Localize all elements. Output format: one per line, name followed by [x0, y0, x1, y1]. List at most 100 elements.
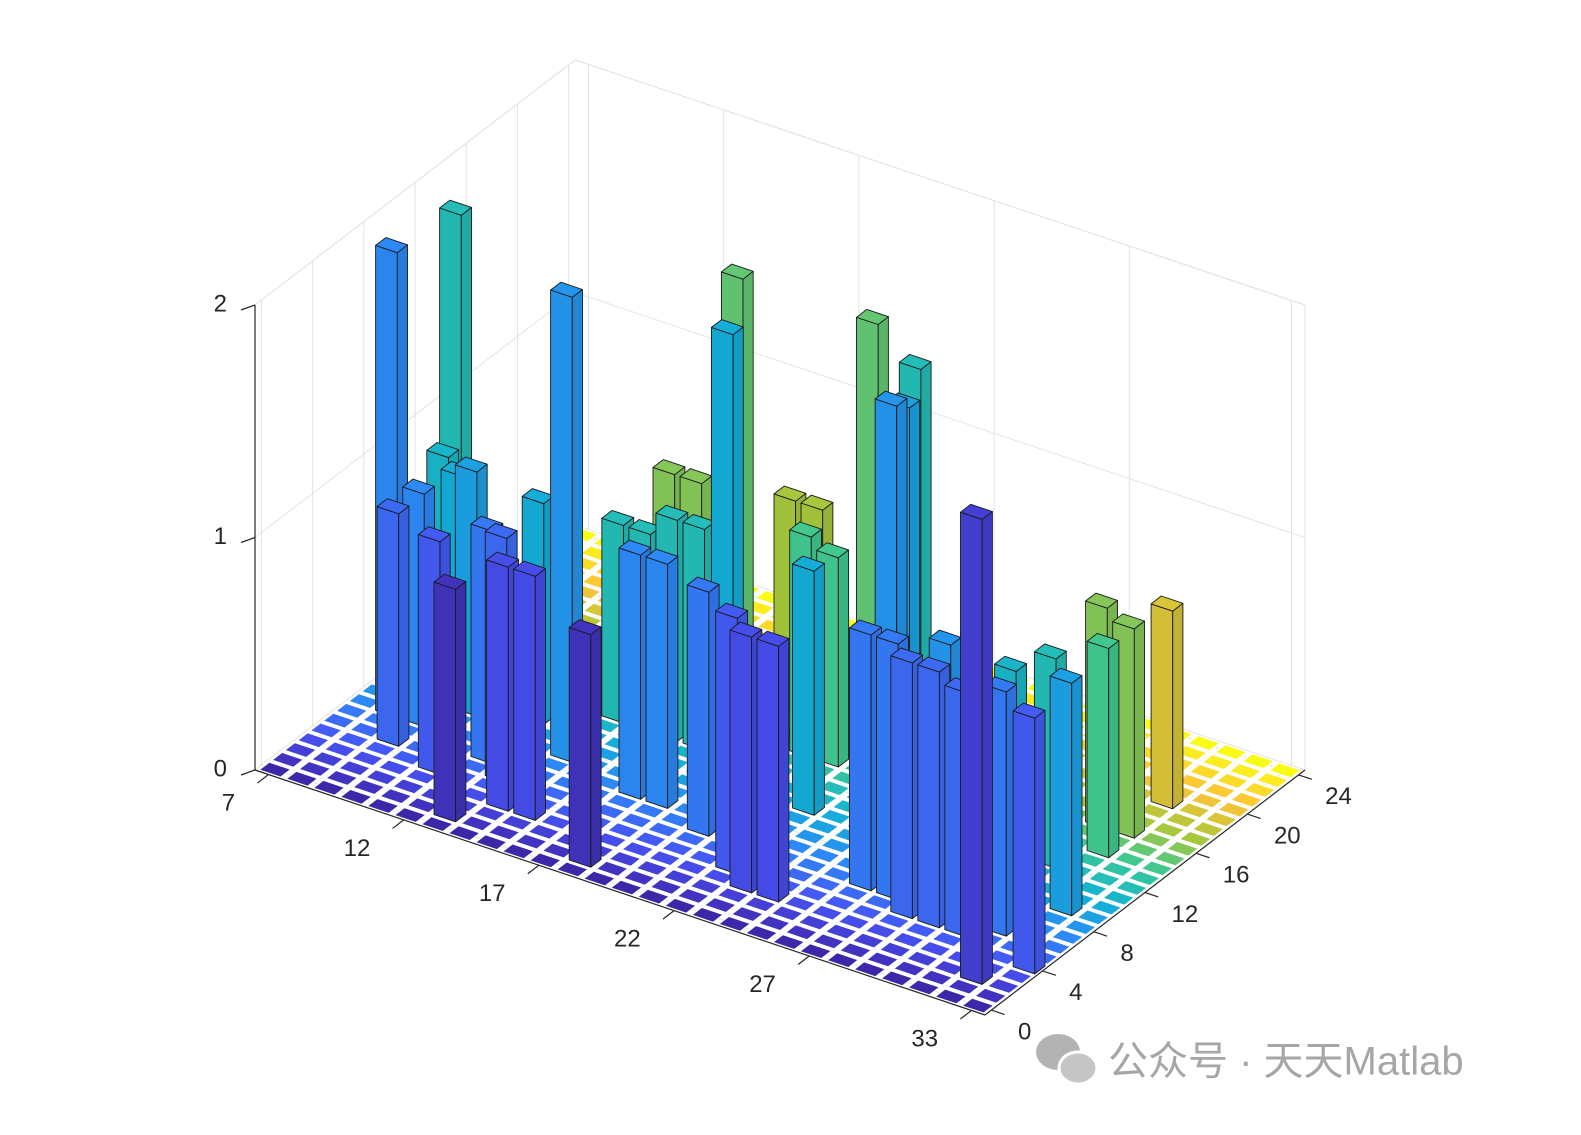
bar — [756, 630, 790, 903]
bar-top — [730, 905, 764, 923]
bar-side — [837, 549, 850, 768]
bar — [772, 933, 806, 951]
bar — [663, 897, 698, 914]
bar — [1268, 762, 1302, 779]
bar — [285, 770, 319, 787]
bar-top — [1050, 928, 1085, 946]
bar — [1176, 773, 1210, 790]
bar-top — [796, 885, 830, 902]
bar-top — [439, 199, 472, 216]
bar — [528, 852, 562, 869]
bar — [836, 884, 870, 902]
bar-top — [836, 884, 870, 902]
bar-side — [1108, 640, 1120, 859]
bar — [339, 788, 373, 806]
bar — [1214, 744, 1248, 761]
bar-top — [898, 353, 932, 370]
bar — [335, 702, 369, 720]
bar-top — [608, 850, 642, 868]
bar — [686, 576, 720, 837]
bar-top — [773, 485, 807, 502]
y-tick — [1042, 970, 1057, 976]
bar-top — [675, 859, 709, 876]
bar-top — [961, 997, 995, 1014]
bar-top — [999, 967, 1033, 985]
bar-top — [853, 961, 887, 978]
bar-top — [797, 914, 831, 931]
bar — [258, 761, 292, 778]
bar-top — [1203, 782, 1237, 799]
bar-top — [1150, 595, 1184, 612]
bar-top — [794, 856, 828, 874]
bar-top — [756, 630, 790, 647]
bar — [770, 905, 804, 922]
bar — [1166, 840, 1200, 857]
bar-front — [568, 626, 592, 868]
bar-top — [1038, 938, 1072, 955]
bar — [1203, 782, 1237, 799]
bar — [500, 814, 534, 831]
bar — [960, 503, 993, 985]
bar-top — [1063, 918, 1097, 936]
bar-top — [311, 750, 345, 768]
x-tick-label: 12 — [344, 835, 371, 862]
bar-top — [1033, 643, 1067, 660]
bar — [877, 912, 911, 930]
bar — [527, 823, 561, 840]
x-tick-label: 7 — [222, 789, 235, 816]
bar — [1242, 781, 1277, 799]
bar-top — [486, 551, 519, 568]
bar-top — [716, 887, 750, 904]
bar — [781, 866, 816, 884]
bar-side — [590, 626, 602, 868]
bar-top — [809, 875, 843, 893]
bar-top — [772, 933, 806, 951]
bar — [582, 870, 616, 887]
bar-top — [1151, 821, 1186, 839]
bar — [379, 787, 413, 805]
bar-top — [838, 942, 873, 959]
bar — [311, 750, 345, 768]
bar — [1241, 753, 1275, 770]
bar-side — [1071, 675, 1083, 917]
bar — [1100, 860, 1134, 878]
bar-top — [609, 879, 643, 896]
bar-side — [1133, 620, 1145, 839]
y-tick — [1144, 891, 1159, 898]
bar — [784, 924, 819, 941]
y-tick-label: 24 — [1325, 783, 1352, 810]
watermark: 公众号 · 天天Matlab — [1108, 1040, 1464, 1084]
bar — [730, 905, 764, 923]
bar — [1140, 860, 1174, 877]
bar-top — [1164, 811, 1198, 829]
bar-top — [934, 988, 968, 1005]
bar-top — [793, 828, 827, 845]
bar-top — [850, 903, 884, 921]
bar — [850, 903, 884, 921]
x-tick — [797, 955, 810, 966]
bar-top — [710, 319, 744, 336]
bar-top — [874, 390, 908, 407]
bar-top — [1127, 869, 1161, 887]
bar-top — [890, 647, 924, 664]
bar-top — [851, 932, 885, 949]
bar-top — [1086, 632, 1120, 649]
bar — [606, 822, 641, 839]
bar — [1187, 734, 1221, 752]
bar-top — [1113, 851, 1147, 868]
bar — [1127, 869, 1161, 887]
bar-top — [393, 806, 427, 824]
bar — [365, 769, 399, 786]
bar-front — [849, 627, 872, 892]
bar — [892, 960, 927, 977]
bar-front — [433, 581, 457, 823]
bar-top — [447, 824, 481, 842]
bar — [1137, 802, 1171, 820]
bar-top — [800, 494, 834, 511]
bar-top — [420, 815, 454, 833]
x-tick-label: 33 — [911, 1025, 938, 1052]
bar — [1038, 938, 1072, 955]
bar-top — [745, 924, 779, 942]
bar — [1164, 811, 1198, 829]
bar-top — [877, 912, 911, 930]
